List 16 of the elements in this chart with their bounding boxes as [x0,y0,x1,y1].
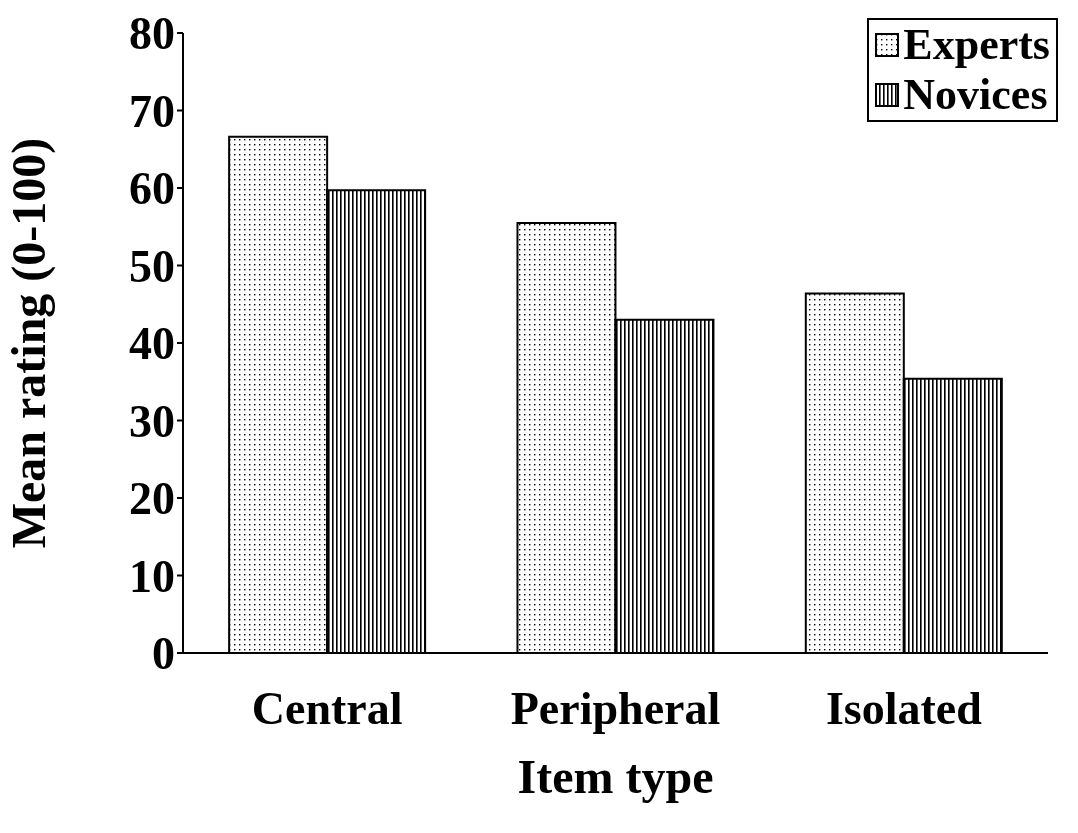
legend-label: Novices [903,70,1048,120]
x-tick-label: Isolated [825,682,983,734]
x-tick-label: Peripheral [510,682,721,734]
y-tick-label: 40 [129,318,175,370]
y-tick-label: 70 [129,85,175,137]
y-tick-label: 20 [129,473,175,525]
y-tick-label: 80 [129,8,175,60]
x-tick-label: Central [251,682,403,734]
y-tick-label: 10 [129,550,175,602]
y-tick-label: 30 [129,395,175,447]
y-tick-label: 60 [129,163,175,215]
y-axis-title: Mean rating (0-100) [2,137,57,549]
y-tick-label: 0 [152,628,175,680]
x-axis-title: Item type [517,750,714,803]
legend-label: Experts [903,20,1050,70]
y-tick-label: 50 [129,240,175,292]
